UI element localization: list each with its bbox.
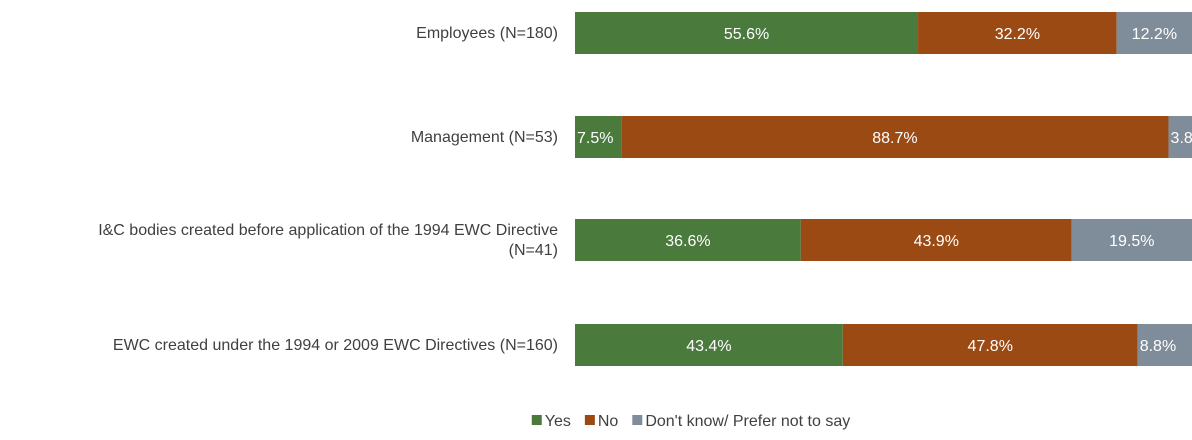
legend-label: Don't know/ Prefer not to say [645, 413, 850, 430]
bar-segment [575, 219, 801, 261]
bar-segment [842, 324, 1138, 366]
bar-segment [575, 12, 919, 54]
bar-segment [575, 116, 622, 158]
data-label: 88.7% [872, 130, 917, 147]
category-label: Management (N=53) [411, 129, 558, 146]
plot-area: 55.6% 32.2% 12.2% 7.5% 88.7% 3.8% 36.6% 43.9% 19… [575, 12, 1192, 366]
data-label: 47.8% [968, 338, 1013, 355]
category-labels: Employees (N=180) Management (N=53) I&C bo… [98, 25, 558, 354]
legend-swatch [632, 415, 643, 425]
data-label: 12.2% [1132, 26, 1177, 43]
bar-segment [1116, 12, 1192, 54]
bar-segment [575, 324, 843, 366]
data-label: 19.5% [1109, 233, 1154, 250]
data-label: 32.2% [995, 26, 1040, 43]
data-label: 43.9% [914, 233, 959, 250]
category-label: I&C bodies created before application of… [98, 222, 558, 259]
bar-segment [918, 12, 1117, 54]
bar-segment [1071, 219, 1192, 261]
bar-segment [621, 116, 1169, 158]
bar-segment [1137, 324, 1192, 366]
data-label: 36.6% [665, 233, 710, 250]
bar-segment [800, 219, 1072, 261]
data-label: 43.4% [686, 338, 731, 355]
category-label: EWC created under the 1994 or 2009 EWC D… [113, 337, 558, 354]
category-label-line: Management (N=53) [411, 129, 558, 146]
category-label-line: EWC created under the 1994 or 2009 EWC D… [113, 337, 558, 354]
data-label: 7.5% [577, 130, 613, 147]
category-label: Employees (N=180) [416, 25, 558, 42]
legend-label: Yes [545, 413, 571, 430]
category-label-line: (N=41) [509, 242, 558, 259]
legend-label: No [598, 413, 619, 430]
data-label: 55.6% [724, 26, 769, 43]
legend-swatch [584, 415, 595, 425]
category-label-line: I&C bodies created before application of… [98, 222, 558, 239]
category-label-line: Employees (N=180) [416, 25, 558, 42]
data-label: 3.8% [1171, 130, 1192, 147]
legend-swatch [531, 415, 542, 425]
bar-segment [1168, 116, 1192, 158]
legend: Yes No Don't know/ Prefer not to say [531, 413, 850, 430]
data-label: 8.8% [1140, 338, 1176, 355]
